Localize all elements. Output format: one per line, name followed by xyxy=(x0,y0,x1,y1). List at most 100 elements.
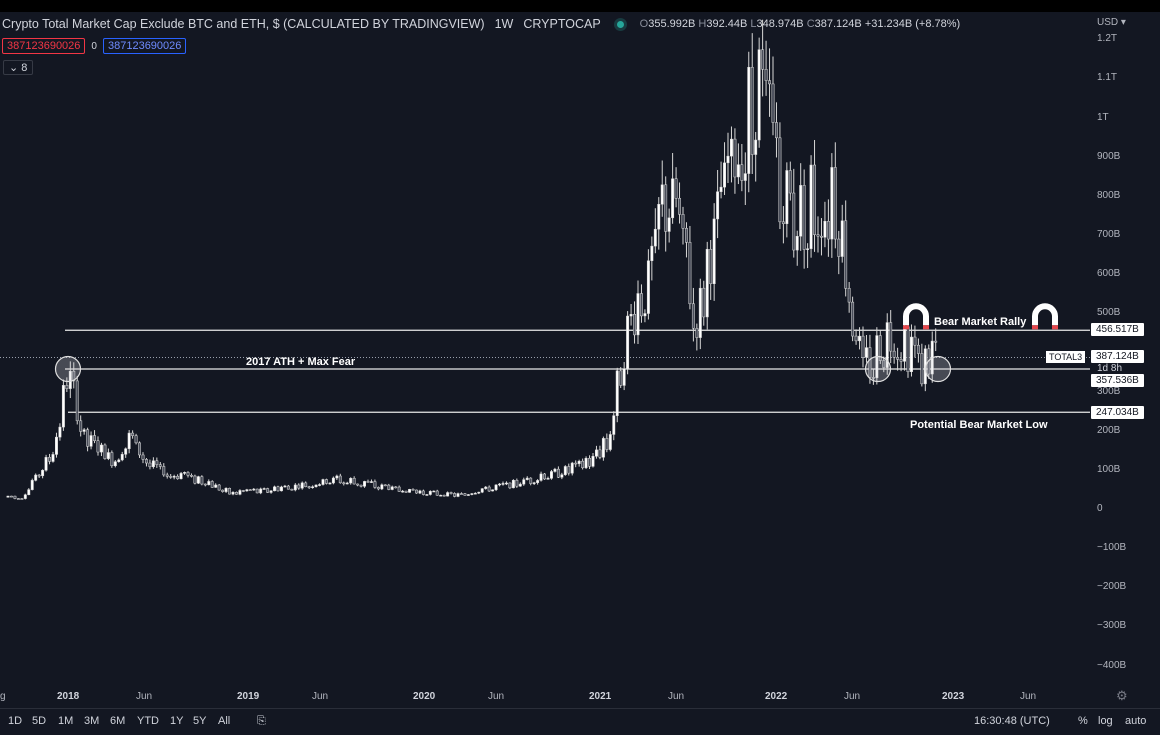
clock[interactable]: 16:30:48 (UTC) xyxy=(974,715,1050,727)
candle-up xyxy=(622,368,626,386)
candle-up xyxy=(615,370,619,416)
candle-up xyxy=(124,448,128,455)
candle-down xyxy=(837,238,841,257)
candle-up xyxy=(646,260,650,314)
timeframe-button-ytd[interactable]: YTD xyxy=(137,715,159,727)
candle-down xyxy=(235,491,238,495)
candle-up xyxy=(106,452,110,459)
candle-up xyxy=(314,484,318,487)
low-line-price-tag: 247.034B xyxy=(1091,406,1144,419)
candle-down xyxy=(567,466,571,474)
ath-2018-circle-marker[interactable] xyxy=(54,355,82,383)
indicators-collapse-button[interactable]: ⌄ 8 xyxy=(3,60,34,75)
currency-selector[interactable]: USD ▾ xyxy=(1097,17,1126,28)
magnet-icon xyxy=(1032,303,1058,330)
gear-icon[interactable]: ⚙ xyxy=(1116,688,1128,703)
annotation-bear-market-rally[interactable]: Bear Market Rally xyxy=(934,316,1027,328)
price-axis-tick: 700B xyxy=(1097,228,1121,240)
candle-down xyxy=(248,489,252,491)
candle-up xyxy=(328,482,332,485)
candle-down xyxy=(605,438,609,450)
auto-toggle[interactable]: auto xyxy=(1125,715,1147,727)
candle-up xyxy=(657,204,661,230)
candle-down xyxy=(934,340,938,343)
candle-down xyxy=(788,170,792,194)
candle-down xyxy=(145,459,148,464)
timeframe-button-5y[interactable]: 5Y xyxy=(193,715,207,727)
timeframe-button-5d[interactable]: 5D xyxy=(32,715,47,727)
candlestick-chart[interactable] xyxy=(0,12,1090,692)
price-axis-tick: 1.2T xyxy=(1097,33,1118,45)
indicator-zero: 0 xyxy=(91,40,97,52)
bottom-nov-2022-circle-marker[interactable] xyxy=(924,355,952,383)
candle-down xyxy=(75,380,79,422)
candle-down xyxy=(733,138,737,178)
candle-down xyxy=(691,303,695,329)
candle-up xyxy=(636,293,640,336)
annotation-ath-max-fear[interactable]: 2017 ATH + Max Fear xyxy=(246,356,356,368)
candle-down xyxy=(394,486,398,489)
candle-down xyxy=(397,486,401,492)
candle-up xyxy=(601,438,605,458)
candle-up xyxy=(626,315,630,370)
indicator-value-red[interactable]: 387123690026 xyxy=(2,38,86,54)
candle-up xyxy=(446,492,450,497)
candle-up xyxy=(245,489,249,492)
candle-down xyxy=(93,435,96,441)
interval-label[interactable]: 1W xyxy=(494,17,514,31)
timeframe-button-1y[interactable]: 1Y xyxy=(170,715,184,727)
timeframe-button-all[interactable]: All xyxy=(218,715,231,727)
candle-up xyxy=(712,218,716,284)
candle-up xyxy=(522,479,526,485)
time-axis-label: Jun xyxy=(136,691,153,702)
price-axis-tick: 300B xyxy=(1097,385,1121,397)
candle-down xyxy=(297,484,301,489)
magnet-icon xyxy=(903,303,929,330)
candle-up xyxy=(408,489,411,493)
timeframe-button-1d[interactable]: 1D xyxy=(8,715,23,727)
candle-up xyxy=(550,471,553,479)
date-range-icon[interactable]: ⎘ xyxy=(257,715,266,727)
candle-up xyxy=(577,460,581,464)
symbol-title[interactable]: Crypto Total Market Cap Exclude BTC and … xyxy=(2,17,485,31)
candle-up xyxy=(865,347,868,358)
candle-down xyxy=(421,490,425,495)
candle-up xyxy=(27,489,31,496)
candle-up xyxy=(55,436,58,455)
candle-up xyxy=(719,186,723,192)
candle-up xyxy=(466,494,470,496)
candle-up xyxy=(117,459,121,462)
candle-down xyxy=(37,474,41,477)
candle-down xyxy=(138,442,141,456)
candle-up xyxy=(44,457,48,471)
candle-up xyxy=(318,484,321,486)
candle-up xyxy=(58,426,62,438)
candle-up xyxy=(273,486,276,492)
candle-up xyxy=(823,221,827,238)
candle-up xyxy=(726,155,730,164)
timeframe-button-3m[interactable]: 3M xyxy=(84,715,100,727)
timeframe-button-6m[interactable]: 6M xyxy=(110,715,126,727)
candle-down xyxy=(802,185,806,250)
candle-up xyxy=(484,486,488,489)
candle-up xyxy=(840,220,844,257)
candle-up xyxy=(539,473,543,481)
timeframe-button-1m[interactable]: 1M xyxy=(58,715,74,727)
candle-down xyxy=(871,377,875,379)
time-axis-label: 2023 xyxy=(942,691,965,702)
candle-down xyxy=(816,234,820,237)
time-axis-label: g xyxy=(0,691,6,702)
candle-down xyxy=(487,486,491,492)
log-toggle[interactable]: log xyxy=(1098,715,1113,727)
indicator-values: 387123690026 0 387123690026 xyxy=(2,38,187,54)
candle-up xyxy=(885,322,889,368)
bottom-jun-2022-circle-marker[interactable] xyxy=(864,355,892,383)
candle-up xyxy=(331,477,335,484)
percent-toggle[interactable]: % xyxy=(1078,715,1088,727)
annotation-bear-market-low[interactable]: Potential Bear Market Low xyxy=(910,419,1048,431)
indicator-value-blue[interactable]: 387123690026 xyxy=(102,38,187,54)
candle-down xyxy=(338,475,342,484)
rally-line-price-tag: 456.517B xyxy=(1091,323,1144,336)
candle-up xyxy=(830,167,834,240)
candle-up xyxy=(595,449,598,457)
